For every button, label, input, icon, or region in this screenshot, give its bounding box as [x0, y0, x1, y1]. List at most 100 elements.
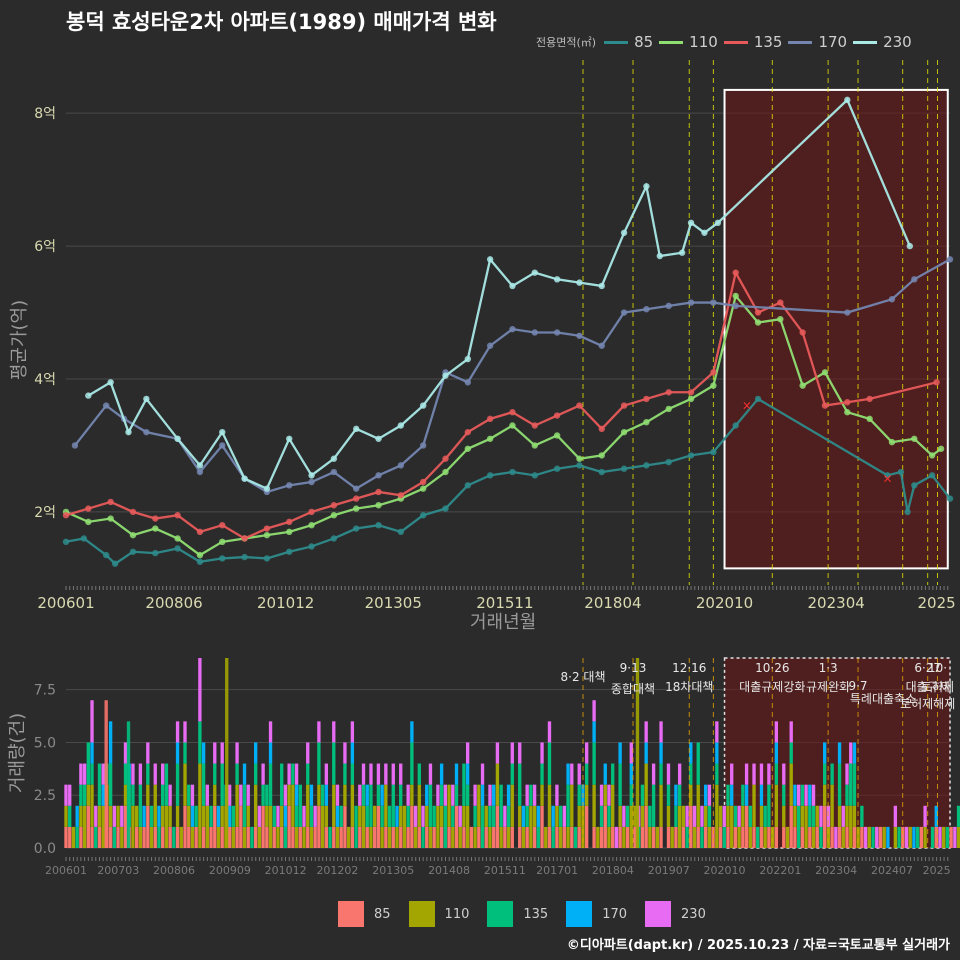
bar-85	[815, 826, 819, 848]
series-point-85	[897, 468, 905, 476]
bar-135	[387, 805, 392, 827]
legend-label-170: 170	[818, 33, 848, 51]
bar-230	[335, 784, 340, 806]
bar-110	[436, 805, 440, 848]
series-point-135	[375, 488, 382, 496]
bar-170	[395, 805, 399, 827]
bar-110	[361, 805, 366, 848]
series-point-85	[62, 538, 70, 546]
bar-230	[811, 784, 816, 806]
bar-85	[287, 805, 291, 848]
bar-170	[592, 721, 596, 743]
series-point-85	[553, 465, 561, 472]
bar-230	[503, 805, 507, 827]
bar-85	[235, 826, 239, 848]
bar-230	[261, 763, 265, 785]
bar-135	[280, 763, 284, 806]
series-point-170	[687, 299, 695, 306]
bar-135	[428, 784, 433, 827]
footer-credit: ©디아파트(dapt.kr) / 2025.10.23 / 자료=국토교통부 실…	[566, 938, 950, 953]
series-point-170	[286, 482, 293, 489]
bar-230	[804, 784, 808, 806]
bar-135	[625, 805, 630, 827]
bar-230	[324, 763, 329, 785]
bar-110	[681, 805, 686, 827]
series-point-230	[486, 256, 494, 263]
bar-110	[451, 826, 455, 848]
bar-110	[577, 805, 581, 827]
bar-135	[261, 784, 265, 806]
bar-135	[380, 805, 384, 827]
bar-110	[942, 826, 946, 848]
bar-230	[622, 805, 626, 827]
bar-110	[908, 826, 912, 848]
bar-170	[454, 763, 459, 785]
bar-230	[399, 763, 403, 785]
bar-230	[893, 805, 898, 827]
series-point-230	[263, 485, 271, 492]
bar-110	[320, 805, 325, 848]
bar-135	[506, 805, 511, 827]
bar-230	[845, 763, 849, 785]
series-point-85	[375, 521, 382, 529]
bar-230	[451, 784, 455, 806]
bar-230	[715, 721, 719, 743]
series-point-85	[241, 553, 248, 561]
bar-135	[945, 826, 950, 848]
bar-135	[819, 826, 823, 848]
series-point-85	[397, 528, 405, 536]
bar-135	[830, 763, 834, 785]
bar-135	[774, 763, 779, 785]
bar-85	[64, 826, 68, 848]
bar-85	[280, 826, 284, 848]
bar-110	[748, 826, 752, 848]
bar-135	[659, 763, 663, 785]
policy-label-line1: 8·2 대책	[561, 669, 606, 684]
bar-230	[570, 763, 574, 785]
policy-label-line2: 특례대출축소	[850, 692, 916, 706]
bar-110	[532, 805, 537, 827]
top-x-tick-label: 202010	[696, 594, 753, 612]
bar-85	[752, 826, 756, 848]
bar-85	[477, 826, 481, 848]
bar-110	[692, 826, 697, 848]
bar-85	[417, 826, 421, 848]
bar-legend-item-170: 170	[566, 901, 627, 927]
top-x-tick-label: 202304	[808, 594, 865, 612]
bar-135	[648, 805, 652, 827]
bar-110	[294, 826, 299, 848]
bar-110	[644, 763, 648, 806]
bar-85	[878, 826, 883, 848]
bar-230	[458, 805, 462, 827]
bar-110	[146, 784, 150, 806]
bar-110	[473, 826, 477, 848]
bar-110	[373, 805, 377, 827]
series-point-85	[732, 422, 739, 429]
bar-230	[343, 742, 347, 764]
bottom-x-tick-label: 202407	[871, 864, 913, 877]
bar-110	[138, 826, 143, 848]
bar-135	[800, 784, 805, 806]
bar-170	[380, 784, 384, 806]
bar-170	[852, 742, 857, 764]
bar-110	[785, 826, 790, 848]
bar-85	[153, 826, 157, 848]
bar-230	[276, 805, 280, 827]
bar-85	[123, 805, 128, 848]
bar-170	[551, 805, 555, 827]
bar-135	[138, 784, 143, 827]
bar-230	[421, 805, 425, 827]
bar-230	[268, 721, 273, 743]
series-point-135	[687, 389, 695, 396]
legend-swatch-135	[723, 40, 748, 44]
top-y-axis-label: 평균가(억)	[9, 299, 31, 381]
legend-label-135: 135	[753, 33, 783, 51]
bar-230	[555, 784, 559, 806]
bar-230	[168, 784, 172, 806]
series-point-85	[509, 468, 516, 476]
series-point-135	[308, 508, 315, 516]
bar-110	[343, 784, 347, 806]
bar-110	[581, 805, 585, 848]
series-point-110	[576, 455, 583, 462]
bar-110	[265, 805, 269, 827]
